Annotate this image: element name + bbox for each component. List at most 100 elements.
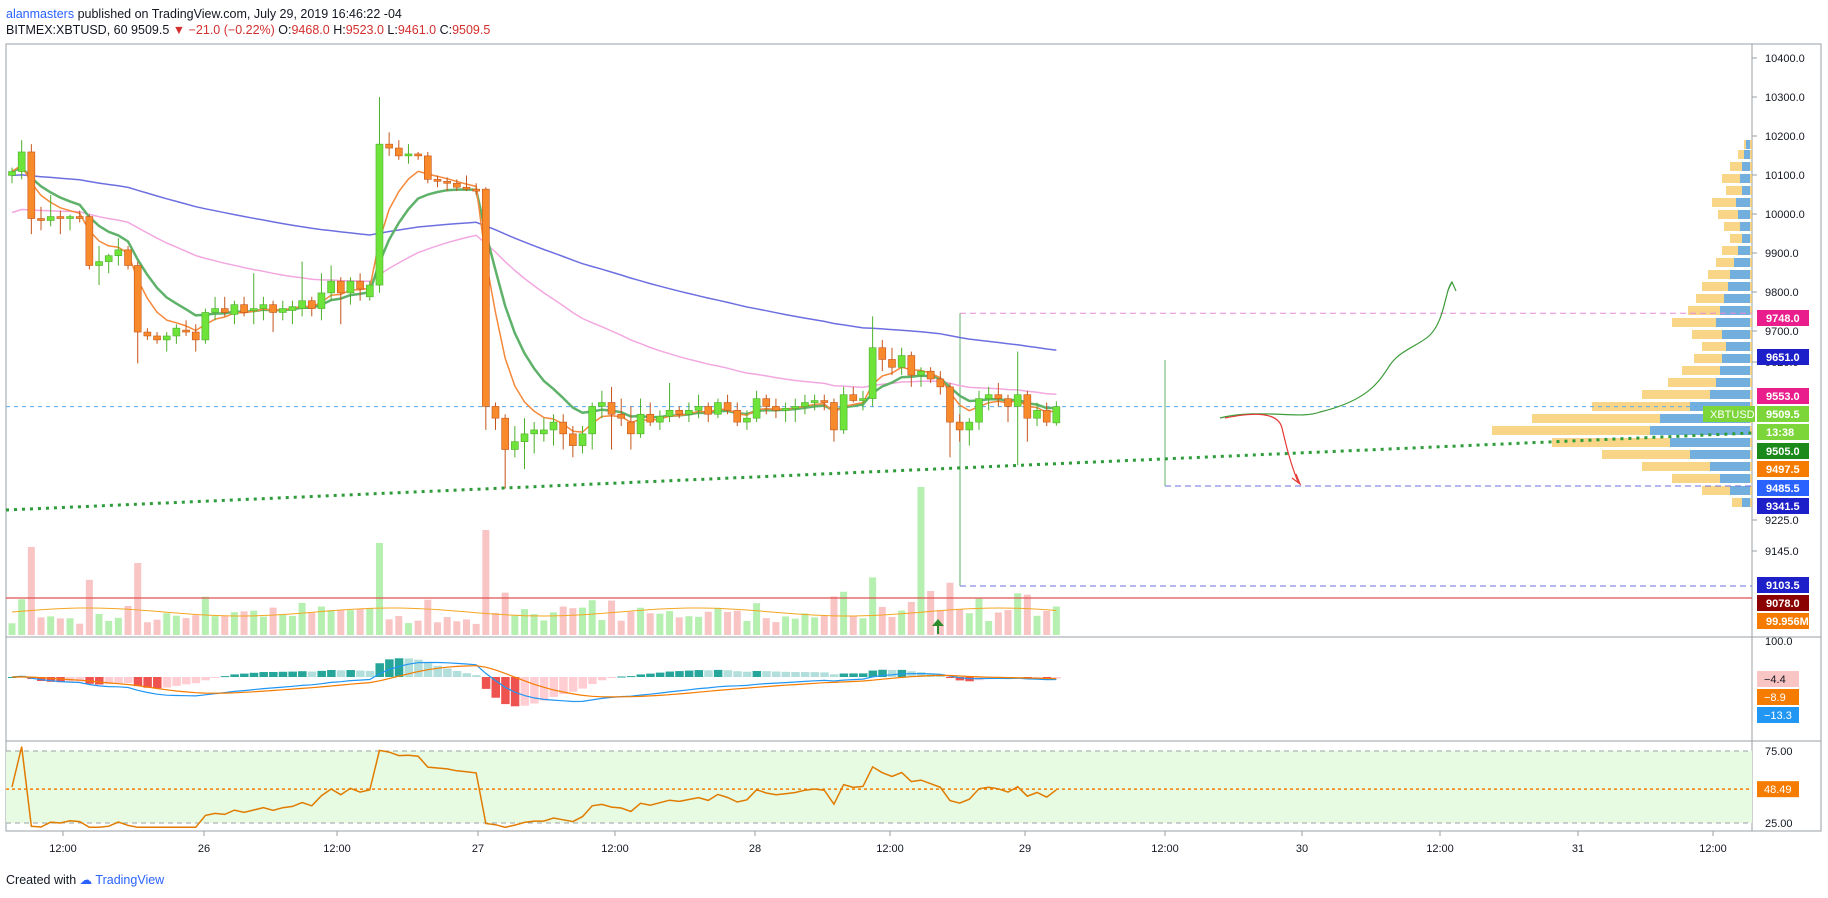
price-tick-label: 10400.0 [1765, 53, 1805, 65]
volume-profile-bar [1720, 474, 1750, 483]
candle-body [56, 216, 65, 219]
volume-profile-bar [1720, 366, 1750, 375]
time-tick-label: 12:00 [601, 843, 629, 855]
volume-bar [801, 613, 809, 635]
candle-body [646, 413, 655, 423]
macd-histogram-bar [240, 673, 249, 677]
volume-bar [472, 623, 480, 635]
candle-body [1042, 410, 1051, 423]
volume-bars [8, 487, 1060, 635]
candle-body [249, 308, 258, 311]
price-label-text: 9078.0 [1766, 598, 1800, 610]
macd-histogram-bar [433, 665, 442, 677]
price-tick-label: 10100.0 [1765, 170, 1805, 182]
price-tick-label: 9900.0 [1765, 248, 1799, 260]
macd-histogram-bar [172, 677, 181, 686]
candle-body [675, 410, 684, 415]
macd-histogram-bar [336, 670, 346, 677]
price-tick-label: 9700.0 [1765, 326, 1799, 338]
volume-bar [172, 615, 180, 635]
macd-histogram-bar [452, 671, 462, 677]
volume-profile-bar [1670, 438, 1750, 447]
candle-body [75, 216, 84, 219]
macd-histogram-bar [955, 677, 965, 681]
volume-bar [994, 612, 1002, 635]
tradingview-link[interactable]: TradingView [95, 873, 165, 887]
volume-bar [375, 543, 383, 635]
volume-bar [279, 614, 287, 635]
volume-bar [646, 613, 654, 635]
price-label-text: 9553.0 [1766, 391, 1800, 403]
macd-histogram-bar [182, 677, 191, 685]
trendline [5, 431, 1753, 512]
candle-body [394, 147, 403, 157]
time-tick-label: 31 [1572, 843, 1584, 855]
volume-bar [201, 596, 209, 635]
volume-profile-bar [1738, 246, 1750, 255]
volume-bar [927, 591, 935, 635]
macd-histogram-bar [742, 671, 752, 677]
macd-histogram-bar [85, 677, 94, 684]
volume-bar [559, 606, 567, 635]
candle-body [946, 386, 954, 423]
candle-body [317, 292, 326, 309]
candle-body [501, 417, 509, 450]
macd-histogram-bar [752, 670, 762, 677]
candle-body [743, 417, 751, 423]
candle-body [607, 402, 616, 415]
macd-histogram-bar [916, 672, 926, 677]
volume-bar [1023, 594, 1031, 635]
candle-body [191, 331, 200, 341]
volume-bar [782, 616, 790, 635]
volume-bar [85, 579, 93, 635]
macd-value-tag [1757, 689, 1799, 705]
macd-histogram-bar [810, 672, 820, 677]
volume-profile-bar [1742, 186, 1750, 195]
volume-profile-bar [1672, 474, 1752, 483]
volume-bar [8, 623, 16, 635]
volume-bar [453, 621, 461, 635]
volume-bar [462, 619, 470, 635]
candle-body [926, 370, 935, 380]
volume-profile [1492, 140, 1752, 507]
high-label: H: [333, 23, 346, 37]
candle-body [104, 255, 113, 262]
high-value: 9523.0 [345, 23, 384, 37]
price-label-tag [1757, 461, 1809, 477]
candle-body [878, 347, 887, 360]
author-link[interactable]: alanmasters [6, 7, 75, 21]
macd-histogram-bar [559, 677, 568, 695]
volume-bar [356, 608, 364, 635]
macd-histogram-bar [481, 677, 491, 689]
price-tick-label: 9225.0 [1765, 515, 1799, 527]
macd-histogram-bar [269, 671, 278, 677]
macd-histogram-bar [414, 659, 423, 677]
candle-body [95, 261, 103, 266]
macd-histogram-bar [539, 677, 549, 701]
macd-histogram-bar [443, 668, 452, 677]
price-tick-label: 9800.0 [1765, 287, 1799, 299]
candle-body [17, 151, 26, 172]
candle-body [288, 306, 297, 311]
candle-body [356, 280, 364, 290]
volume-bar [637, 607, 645, 635]
price-label-tag [1757, 498, 1809, 514]
volume-bar [772, 622, 780, 635]
macd-histogram-bar [597, 677, 607, 681]
candle-body [694, 406, 703, 411]
volume-bar [762, 618, 770, 635]
volume-bar [598, 620, 606, 635]
bearish-forecast-path [1224, 413, 1299, 483]
volume-bar [511, 615, 519, 635]
macd-histogram-bar [549, 677, 559, 697]
candle-body [1013, 394, 1022, 407]
candle-body [259, 304, 268, 309]
candle-body [714, 402, 722, 415]
macd-histogram-bar [771, 671, 781, 677]
candle-body [859, 398, 867, 401]
candle-body [598, 402, 606, 407]
macd-histogram-bar [346, 670, 355, 677]
volume-bar [695, 616, 703, 635]
candle-body [433, 179, 442, 182]
